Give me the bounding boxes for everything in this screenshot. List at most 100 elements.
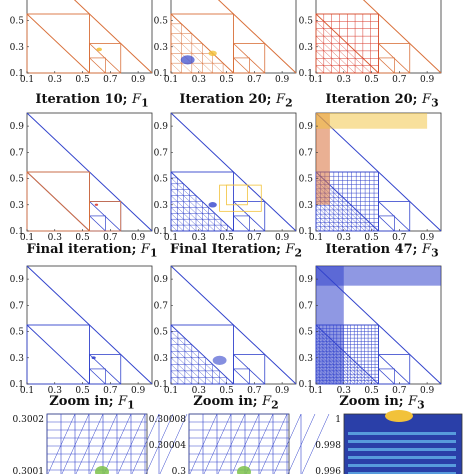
tick-label: 0.3: [192, 75, 207, 85]
error-indicator: [94, 203, 99, 206]
caption-subscript: 3: [417, 398, 425, 412]
mesh-box: [233, 368, 250, 385]
tick-label: 0.7: [392, 75, 407, 85]
tick-label: 0.5: [364, 386, 379, 396]
caption-zoom-f3: Zoom in; F3: [312, 394, 452, 412]
mesh-edge: [170, 213, 190, 232]
caption-iter10-f1: Iteration 10; F1: [22, 92, 162, 110]
mesh-edge: [159, 413, 188, 474]
tick-label: 0.3: [337, 233, 352, 243]
tick-label: 0.3: [48, 233, 63, 243]
refined-stripe: [348, 448, 456, 451]
tick-label: 0.5: [299, 175, 314, 185]
axis-frame: [188, 413, 290, 474]
tick-label: 0.7: [103, 75, 118, 85]
mesh-edge: [170, 377, 179, 385]
mesh-box: [226, 184, 248, 206]
tick-label: 0.1: [299, 380, 313, 390]
mesh-edge: [170, 364, 192, 385]
tick-label: 0.1: [10, 380, 24, 390]
mesh-edge: [170, 177, 228, 232]
tick-label: 0.1: [20, 233, 34, 243]
error-band: [316, 113, 428, 129]
mesh-edge: [170, 201, 203, 232]
caption-main: Iteration 20;: [179, 92, 272, 107]
tick-label: 0.3: [48, 386, 63, 396]
panel-zoom-f2: 0.1 0.3 0.5 0.7 0.9 0.1 0.3 0.5 0.7 0.9: [154, 265, 297, 396]
mesh-edge: [170, 171, 234, 232]
tick-label: 0.7: [103, 233, 118, 243]
tick-label: 0.1: [164, 75, 178, 85]
mesh-edge: [315, 13, 379, 74]
error-indicator: [385, 410, 413, 422]
tick-label: 0.5: [154, 175, 169, 185]
caption-subscript: 3: [431, 96, 439, 110]
caption-main: Iteration 20;: [325, 92, 418, 107]
mesh-edge: [170, 183, 222, 232]
panel-zoom-detail-f2: 0.30008 0.30004 0.3: [149, 413, 330, 474]
tick-label: 0.3: [10, 354, 25, 364]
mesh-edge: [170, 13, 234, 74]
tick-label: 0.5: [219, 75, 234, 85]
caption-final-f1: Final iteration; F1: [22, 242, 162, 260]
caption-subscript: 2: [294, 246, 303, 260]
refined-stripe: [348, 440, 456, 443]
tick-label: 0.5: [299, 17, 314, 27]
tick-label: 0.7: [247, 75, 262, 85]
tick-label: 0.3: [172, 467, 187, 474]
caption-main: Final Iteration;: [169, 242, 281, 257]
tick-label: 0.5: [364, 75, 379, 85]
mesh-edge: [170, 344, 213, 385]
tick-label: 0.5: [364, 233, 379, 243]
mesh-edge: [378, 368, 395, 385]
panel-iter20-f2: 0.1 0.3 0.5 0.7 0.9 0.5 0.3 0.1: [154, 0, 297, 85]
tick-label: 0.3: [192, 233, 207, 243]
tick-label: 0.1: [299, 69, 313, 79]
caption-subscript: 2: [285, 96, 293, 110]
tick-label: 0.3: [299, 201, 314, 211]
tick-label: 0.9: [275, 75, 290, 85]
tick-label: 0.1: [164, 233, 178, 243]
mesh-edge: [89, 215, 106, 232]
mesh-edge: [315, 218, 330, 232]
caption-function: F: [276, 92, 286, 107]
error-indicator: [96, 47, 102, 52]
mesh-edge: [315, 21, 371, 74]
mesh-edge: [170, 331, 227, 385]
tick-label: 0.5: [75, 386, 90, 396]
mesh-edge: [89, 57, 106, 74]
error-indicator: [208, 50, 217, 57]
refined-stripe: [348, 472, 456, 474]
tick-label: 0.7: [247, 233, 262, 243]
tick-label: 0.998: [315, 441, 341, 451]
mesh-edge: [301, 413, 330, 474]
mesh-edge: [170, 370, 186, 385]
mesh-edge: [170, 33, 213, 74]
tick-label: 0.3: [299, 354, 314, 364]
mesh-edge: [170, 357, 199, 385]
tick-label: 0.3: [154, 201, 169, 211]
tick-label: 0.5: [10, 328, 25, 338]
mesh-edge: [315, 205, 343, 232]
tick-label: 0.3: [48, 75, 63, 85]
tick-label: 0.9: [299, 122, 314, 132]
tick-label: 0.3: [10, 201, 25, 211]
mesh-edge: [315, 226, 321, 232]
tick-label: 0.5: [10, 17, 25, 27]
caption-main: Iteration 47;: [325, 242, 418, 257]
tick-label: 0.7: [392, 386, 407, 396]
mesh-edge: [378, 57, 395, 74]
panel-zoom-f3: 0.1 0.3 0.5 0.7 0.9 0.1 0.3 0.5 0.7 0.9: [299, 265, 442, 396]
caption-function: F: [118, 394, 128, 409]
tick-label: 0.1: [10, 227, 24, 237]
error-band: [316, 113, 330, 205]
panel-zoom-f1: 0.1 0.3 0.5 0.7 0.9 0.1 0.3 0.5 0.7 0.9: [10, 265, 153, 396]
panel-zoom-detail-f3: 1 0.998 0.996: [315, 410, 463, 474]
tick-label: 0.1: [154, 380, 168, 390]
tick-label: 0.1: [154, 227, 168, 237]
refined-stripe: [348, 456, 456, 459]
refined-stripe: [348, 464, 456, 467]
error-indicator: [237, 466, 251, 474]
tick-label: 0.7: [299, 301, 314, 311]
mesh-edge: [170, 224, 178, 232]
